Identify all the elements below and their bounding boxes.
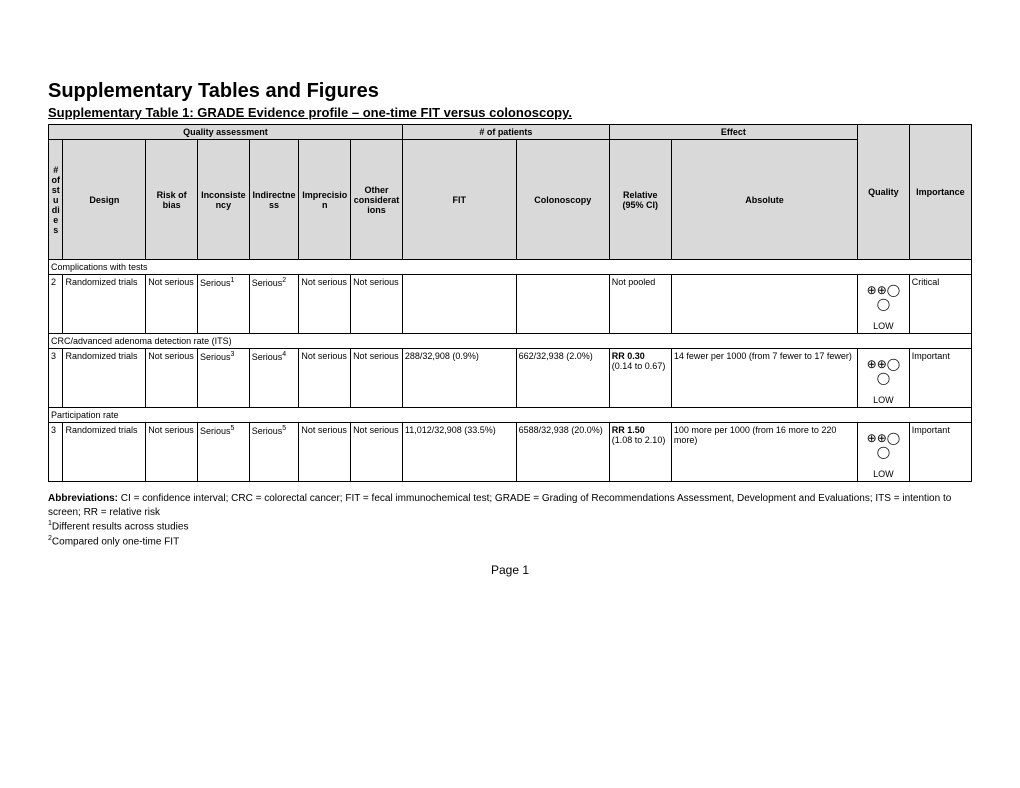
cell-quality: ⊕⊕◯◯ LOW (858, 275, 910, 334)
header-inconsistency: Inconsistency (197, 140, 249, 260)
quality-icon: ⊕⊕◯◯ (860, 431, 907, 459)
header-imprecision: Imprecision (299, 140, 351, 260)
header-risk: Risk of bias (146, 140, 198, 260)
col-header-row: # of studies Design Risk of bias Inconsi… (49, 140, 972, 260)
cell-fit: 11,012/32,908 (33.5%) (402, 423, 516, 482)
group-header-row: Quality assessment # of patients Effect … (49, 125, 972, 140)
document-page: Supplementary Tables and Figures Supplem… (0, 0, 1020, 597)
cell-studies: 2 (49, 275, 63, 334)
cell-fit: 288/32,908 (0.9%) (402, 349, 516, 408)
cell-indirectness: Serious5 (249, 423, 299, 482)
cell-imprecision: Not serious (299, 275, 351, 334)
section-row: CRC/advanced adenoma detection rate (ITS… (49, 334, 972, 349)
header-indirectness: Indirectness (249, 140, 299, 260)
cell-importance: Important (909, 423, 971, 482)
cell-imprecision: Not serious (299, 423, 351, 482)
header-colonoscopy: Colonoscopy (516, 140, 609, 260)
cell-risk: Not serious (146, 275, 198, 334)
section-label: CRC/advanced adenoma detection rate (ITS… (49, 334, 972, 349)
data-row: 3 Randomized trials Not serious Serious3… (49, 349, 972, 408)
quality-icon: ⊕⊕◯◯ (860, 357, 907, 385)
cell-indirectness: Serious4 (249, 349, 299, 408)
cell-inconsistency: Serious5 (197, 423, 249, 482)
cell-absolute (671, 275, 857, 334)
cell-colonoscopy: 662/32,938 (2.0%) (516, 349, 609, 408)
quality-label: LOW (860, 469, 907, 479)
cell-other: Not serious (351, 275, 403, 334)
header-importance: Importance (909, 125, 971, 260)
header-patients: # of patients (402, 125, 609, 140)
cell-inconsistency: Serious3 (197, 349, 249, 408)
header-effect: Effect (609, 125, 857, 140)
header-other: Other considerations (351, 140, 403, 260)
section-row: Participation rate (49, 408, 972, 423)
cell-importance: Important (909, 349, 971, 408)
cell-quality: ⊕⊕◯◯ LOW (858, 423, 910, 482)
cell-relative: Not pooled (609, 275, 671, 334)
cell-imprecision: Not serious (299, 349, 351, 408)
cell-risk: Not serious (146, 349, 198, 408)
cell-quality: ⊕⊕◯◯ LOW (858, 349, 910, 408)
cell-indirectness: Serious2 (249, 275, 299, 334)
cell-design: Randomized trials (63, 349, 146, 408)
cell-design: Randomized trials (63, 275, 146, 334)
cell-relative: RR 0.30(0.14 to 0.67) (609, 349, 671, 408)
section-label: Complications with tests (49, 260, 972, 275)
cell-studies: 3 (49, 423, 63, 482)
cell-other: Not serious (351, 423, 403, 482)
header-relative: Relative (95% CI) (609, 140, 671, 260)
header-quality: Quality (858, 125, 910, 260)
quality-label: LOW (860, 395, 907, 405)
quality-label: LOW (860, 321, 907, 331)
footnote-2: 2Compared only one-time FIT (48, 534, 972, 549)
cell-absolute: 14 fewer per 1000 (from 7 fewer to 17 fe… (671, 349, 857, 408)
data-row: 3 Randomized trials Not serious Serious5… (49, 423, 972, 482)
cell-importance: Critical (909, 275, 971, 334)
page-title: Supplementary Tables and Figures (48, 80, 972, 103)
section-row: Complications with tests (49, 260, 972, 275)
header-fit: FIT (402, 140, 516, 260)
cell-relative: RR 1.50(1.08 to 2.10) (609, 423, 671, 482)
abbreviations-line: Abbreviations: CI = confidence interval;… (48, 492, 972, 519)
cell-colonoscopy: 6588/32,938 (20.0%) (516, 423, 609, 482)
section-label: Participation rate (49, 408, 972, 423)
footnotes: Abbreviations: CI = confidence interval;… (48, 492, 972, 549)
header-qa: Quality assessment (49, 125, 403, 140)
header-absolute: Absolute (671, 140, 857, 260)
header-studies: # of studies (49, 140, 63, 260)
cell-studies: 3 (49, 349, 63, 408)
header-design: Design (63, 140, 146, 260)
cell-absolute: 100 more per 1000 (from 16 more to 220 m… (671, 423, 857, 482)
data-row: 2 Randomized trials Not serious Serious1… (49, 275, 972, 334)
cell-other: Not serious (351, 349, 403, 408)
cell-inconsistency: Serious1 (197, 275, 249, 334)
footnote-1: 1Different results across studies (48, 519, 972, 534)
quality-icon: ⊕⊕◯◯ (860, 283, 907, 311)
cell-colonoscopy (516, 275, 609, 334)
cell-fit (402, 275, 516, 334)
grade-table: Quality assessment # of patients Effect … (48, 124, 972, 482)
table-caption: Supplementary Table 1: GRADE Evidence pr… (48, 105, 972, 120)
cell-design: Randomized trials (63, 423, 146, 482)
cell-risk: Not serious (146, 423, 198, 482)
page-number: Page 1 (48, 563, 972, 577)
